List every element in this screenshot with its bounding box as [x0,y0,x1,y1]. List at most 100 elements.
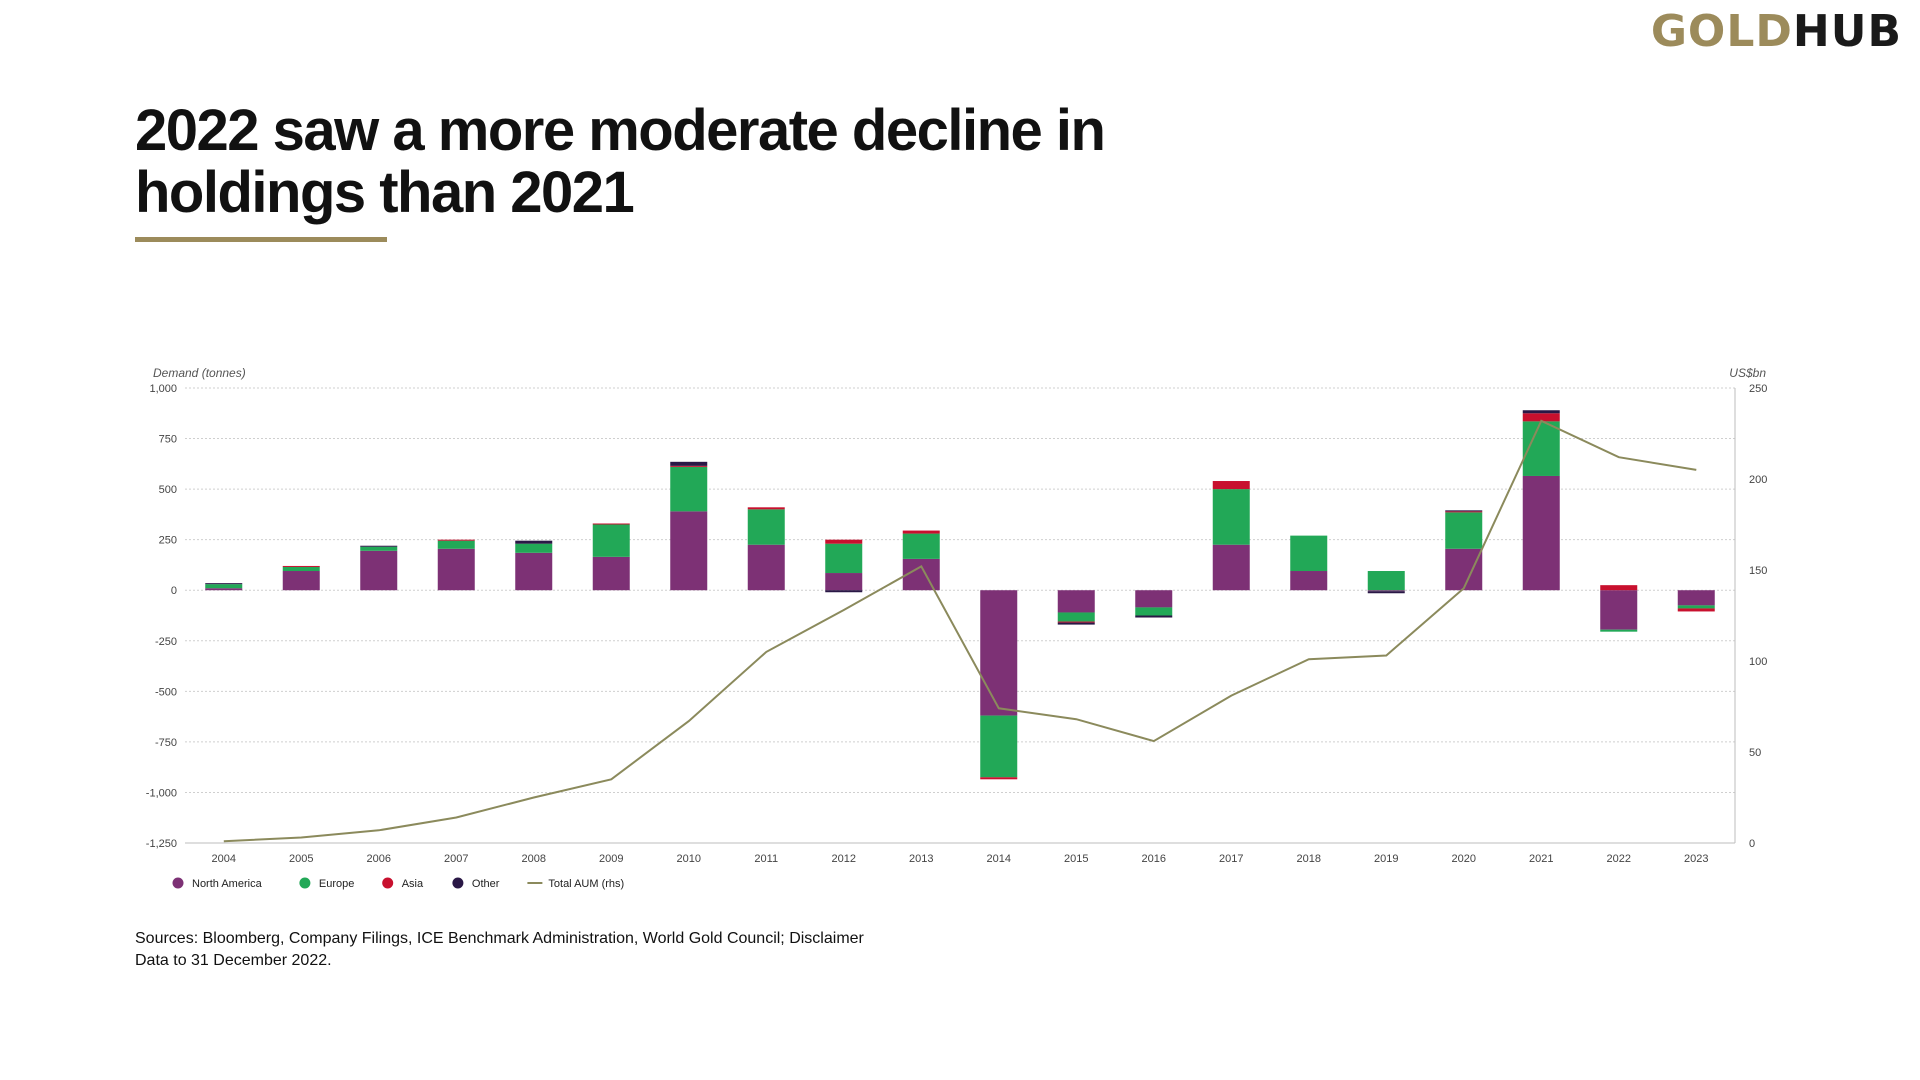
bar-asia-2010 [670,465,708,467]
bar-north_america-2013 [902,558,940,591]
bar-north_america-2006 [360,550,398,591]
x-tick-label: 2006 [367,853,391,865]
legend-label-aum: Total AUM (rhs) [548,878,624,890]
bar-north_america-2010 [670,511,708,591]
bar-europe-2018 [1290,535,1328,572]
bar-asia-2011 [747,507,785,510]
y-tick-label: -1,000 [146,787,177,799]
bar-north_america-2004 [205,588,243,591]
bar-other-2020 [1445,510,1483,512]
x-tick-label: 2021 [1529,853,1553,865]
goldhub-logo: GOLDHUB [1651,10,1902,54]
legend-label-other: Other [472,878,500,890]
x-tick-label: 2018 [1297,853,1321,865]
bar-europe-2022 [1600,629,1638,632]
bar-other-2016 [1135,615,1173,618]
bar-europe-2004 [205,584,243,589]
bar-north_america-2015 [1057,590,1095,613]
y2-tick-label: 100 [1749,656,1767,668]
y-tick-label: -500 [155,686,177,698]
bar-north_america-2020 [1445,548,1483,591]
bar-europe-2020 [1445,512,1483,549]
y-tick-label: -1,250 [146,838,177,850]
bar-asia-2007 [437,539,475,541]
bar-north_america-2008 [515,552,553,591]
bar-north_america-2012 [825,573,863,591]
x-tick-label: 2008 [522,853,546,865]
legend-swatch-europe [299,877,311,889]
sources-line-1: Sources: Bloomberg, Company Filings, ICE… [135,930,864,947]
bar-europe-2012 [825,543,863,574]
legend-swatch-north_america [172,877,184,889]
bar-asia-2005 [282,565,320,567]
bar-north_america-2016 [1135,590,1173,608]
legend-label-asia: Asia [402,878,424,890]
x-tick-label: 2009 [599,853,623,865]
bar-europe-2016 [1135,607,1173,616]
bar-asia-2012 [825,539,863,544]
y-tick-label: -250 [155,636,177,648]
title-underline [135,237,387,242]
bar-europe-2010 [670,466,708,512]
bar-asia-2015 [1057,621,1095,623]
bar-europe-2013 [902,533,940,559]
right-axis-title: US$bn [1729,366,1766,380]
bar-europe-2015 [1057,612,1095,622]
legend-swatch-other [452,877,464,889]
title-line-1: 2022 saw a more moderate decline in [135,98,1106,163]
bar-europe-2014 [980,715,1018,778]
bar-europe-2009 [592,524,630,557]
logo-hub-text: HUB [1792,6,1902,57]
bar-asia-2022 [1600,585,1638,591]
x-tick-label: 2012 [832,853,856,865]
legend-label-europe: Europe [319,878,354,890]
y-tick-label: 250 [159,535,177,547]
x-tick-label: 2016 [1142,853,1166,865]
title-line-2: holdings than 2021 [135,160,635,225]
x-tick-label: 2022 [1607,853,1631,865]
bar-asia-2009 [592,523,630,525]
x-tick-label: 2020 [1452,853,1476,865]
bar-europe-2006 [360,546,398,551]
y2-tick-label: 150 [1749,565,1767,577]
bar-europe-2007 [437,540,475,549]
etf-demand-chart: Demand (tonnes) US$bn1,0007505002500-250-… [146,366,1768,890]
x-tick-label: 2007 [444,853,468,865]
bar-europe-2019 [1367,571,1405,591]
logo-gold-text: GOLD [1650,6,1793,57]
bar-north_america-2005 [282,571,320,591]
bar-other-2019 [1367,591,1405,594]
x-tick-label: 2005 [289,853,313,865]
sources-line-2: Data to 31 December 2022. [135,952,332,969]
x-tick-label: 2017 [1219,853,1243,865]
bar-europe-2011 [747,509,785,545]
y-tick-label: 1,000 [149,383,177,395]
bar-other-2004 [205,583,243,585]
bar-europe-2017 [1212,489,1250,545]
sources-note: Sources: Bloomberg, Company Filings, ICE… [135,928,864,972]
bar-asia-2021 [1522,413,1560,422]
bar-north_america-2021 [1522,475,1560,591]
x-tick-label: 2010 [677,853,701,865]
left-axis-title: Demand (tonnes) [153,366,246,380]
bar-asia-2023 [1677,608,1715,612]
x-tick-label: 2023 [1684,853,1708,865]
y2-tick-label: 50 [1749,747,1761,759]
x-tick-label: 2019 [1374,853,1398,865]
bar-north_america-2007 [437,548,475,591]
x-tick-label: 2015 [1064,853,1088,865]
bar-north_america-2023 [1677,590,1715,606]
bar-north_america-2022 [1600,590,1638,630]
bar-europe-2005 [282,566,320,572]
bar-north_america-2011 [747,544,785,591]
bar-north_america-2017 [1212,544,1250,591]
bar-asia-2014 [980,777,1018,780]
bar-europe-2023 [1677,605,1715,609]
y2-tick-label: 0 [1749,838,1755,850]
bar-asia-2013 [902,530,940,534]
x-tick-label: 2011 [754,853,778,865]
bar-north_america-2009 [592,556,630,591]
x-tick-label: 2004 [212,853,236,865]
y-tick-label: -750 [155,737,177,749]
